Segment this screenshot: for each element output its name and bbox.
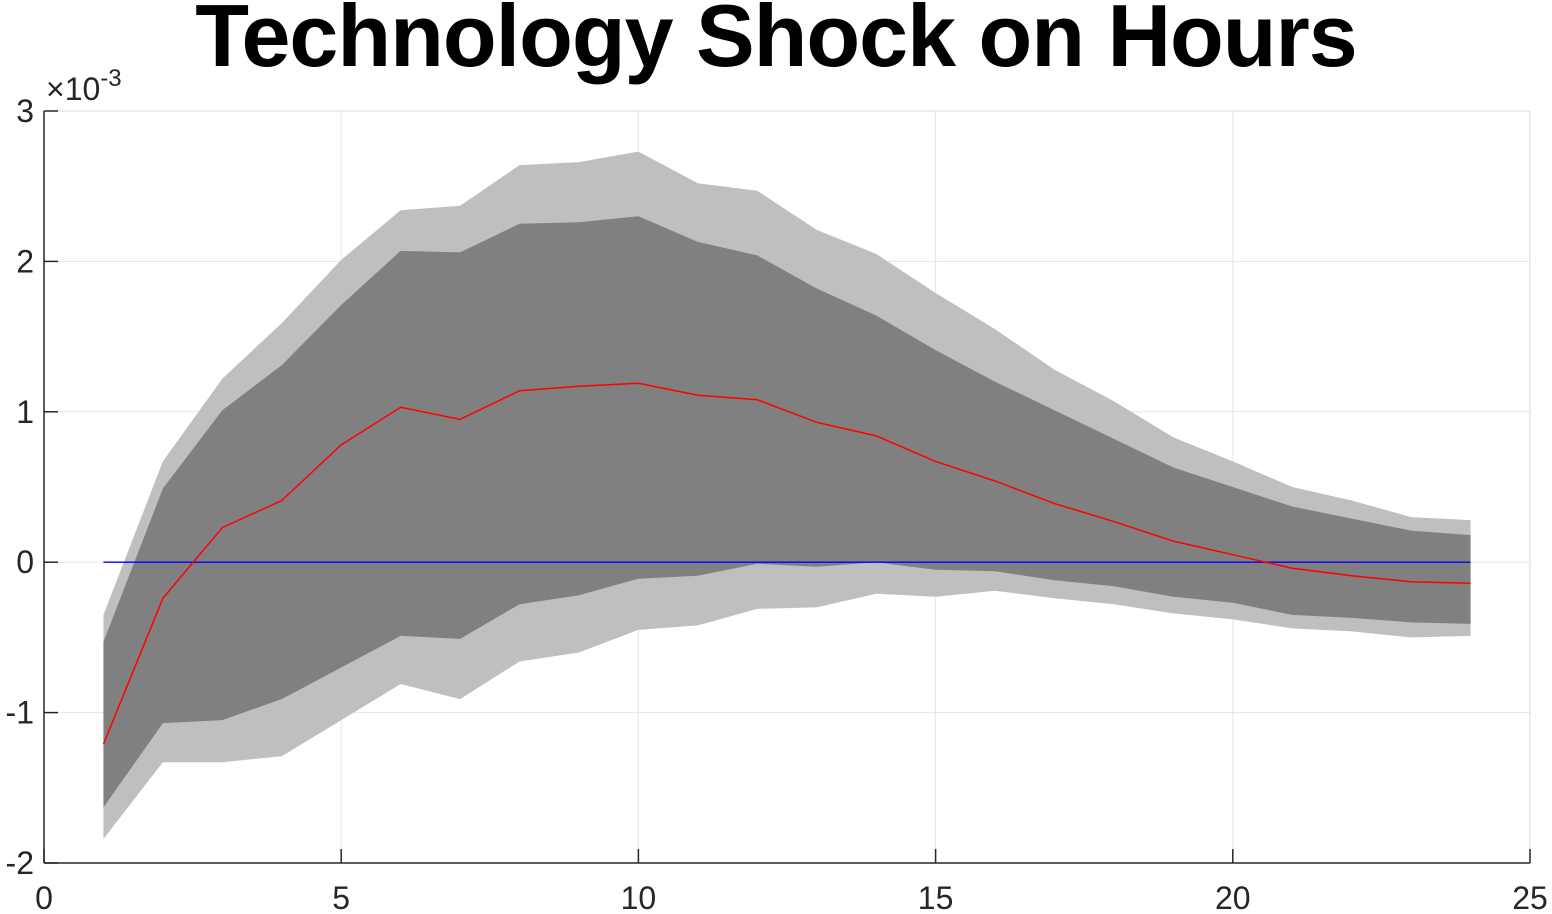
x-tick-label: 0 [35,880,53,914]
y-tick-label: -1 [6,695,34,731]
y-tick-label: 3 [16,93,34,129]
x-tick-label: 20 [1215,880,1251,914]
x-tick-label: 10 [621,880,657,914]
band-layer [103,151,1471,839]
inner-confidence-band [103,216,1471,808]
line-layer [102,382,1471,745]
y-tick-label: -2 [6,845,34,881]
y-axis-multiplier: ×10-3 [46,65,122,107]
y-tick-label: 1 [16,394,34,430]
axis-layer [43,110,1531,864]
x-tick-label: 25 [1512,880,1548,914]
x-tick-label: 15 [918,880,954,914]
y-tick-label: 0 [16,544,34,580]
y-tick-label: 2 [16,243,34,279]
chart-title: Technology Shock on Hours [195,0,1357,85]
x-tick-label: 5 [332,880,350,914]
median-response-line [102,382,1471,745]
label-layer: 0 5 10 15 20 25 -2 -1 0 1 2 3 ×10-3 [6,65,1548,914]
